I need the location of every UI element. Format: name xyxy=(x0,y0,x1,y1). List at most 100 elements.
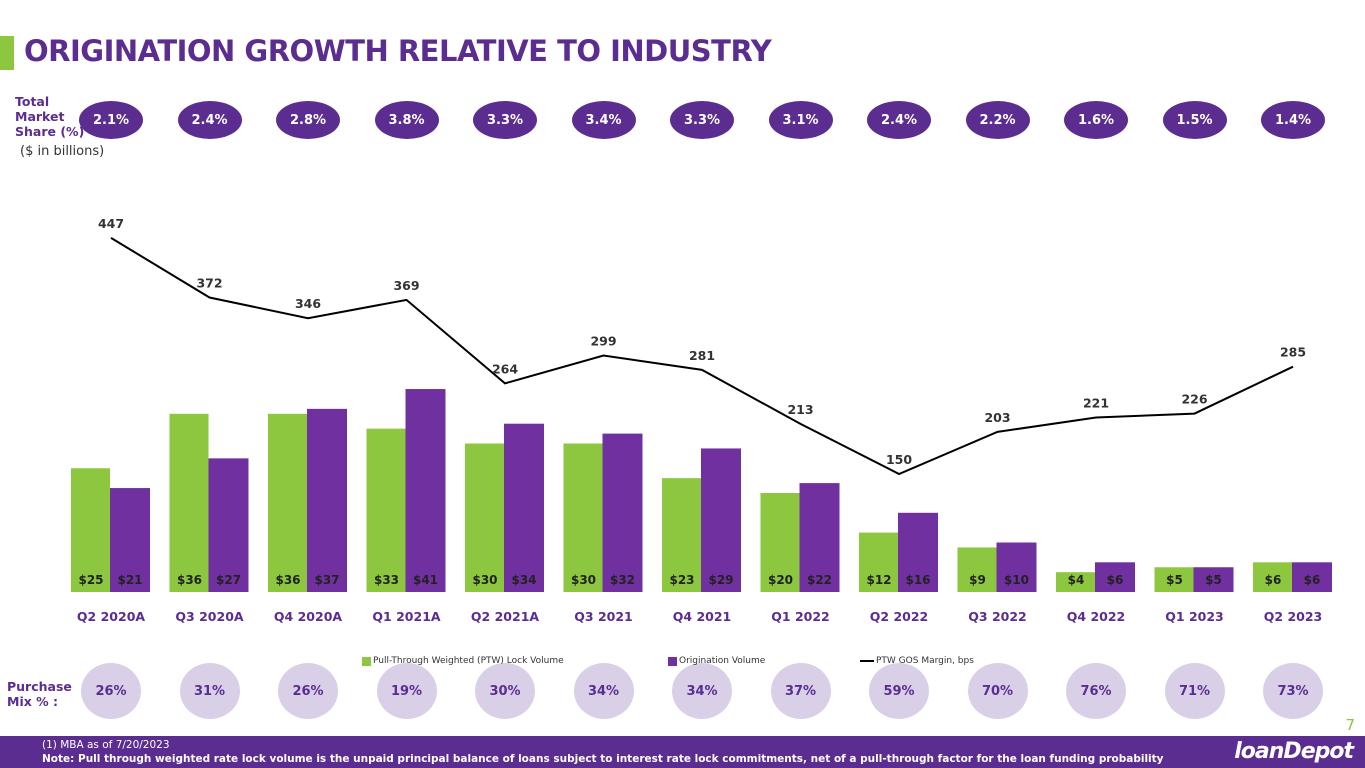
bar-label-ptw: $4 xyxy=(1068,573,1085,587)
x-tick-label: Q2 2023 xyxy=(1264,609,1322,624)
bar-label-origination: $10 xyxy=(1004,573,1029,587)
x-tick-label: Q1 2022 xyxy=(771,609,829,624)
bar-ptw-lock xyxy=(662,478,701,592)
bar-ptw-lock xyxy=(71,468,110,592)
bar-label-ptw: $25 xyxy=(78,573,103,587)
purchase-mix-bubble: 59% xyxy=(869,663,929,719)
bar-origination xyxy=(996,542,1037,592)
x-tick-label: Q4 2021 xyxy=(673,609,731,624)
bar-label-origination: $32 xyxy=(610,573,635,587)
bar-label-ptw: $33 xyxy=(374,573,399,587)
purchase-mix-bubble: 34% xyxy=(573,663,634,719)
bar-origination xyxy=(405,389,446,592)
margin-label: 372 xyxy=(196,276,222,291)
legend-swatch-purple xyxy=(668,656,677,666)
market-share-bubble: 3.3% xyxy=(670,101,734,139)
page-number: 7 xyxy=(1345,716,1355,734)
footer: (1) MBA as of 7/20/2023 Note: Pull throu… xyxy=(0,736,1365,768)
market-share-bubble: 2.4% xyxy=(177,101,242,139)
bar-ptw-lock xyxy=(1253,562,1292,592)
bar-origination xyxy=(898,512,938,592)
x-tick-label: Q3 2021 xyxy=(574,609,632,624)
margin-label: 299 xyxy=(590,334,616,349)
legend-line xyxy=(860,660,874,662)
bar-label-origination: $34 xyxy=(511,573,536,587)
market-share-bubble: 1.4% xyxy=(1261,101,1325,139)
bar-label-origination: $5 xyxy=(1205,573,1222,587)
margin-label: 221 xyxy=(1083,396,1109,411)
bar-label-origination: $6 xyxy=(1107,573,1124,587)
x-tick-label: Q4 2022 xyxy=(1067,609,1125,624)
market-share-bubble: 2.4% xyxy=(867,101,931,139)
margin-line xyxy=(110,237,1294,476)
purchase-mix-label: Purchase Mix % : xyxy=(7,679,72,709)
market-share-bubble: 3.1% xyxy=(768,101,833,139)
x-tick-label: Q1 2023 xyxy=(1165,609,1223,624)
bar-label-origination: $37 xyxy=(314,573,339,587)
x-tick-label: Q1 2021A xyxy=(372,609,440,624)
legend-swatch-green xyxy=(362,656,371,666)
margin-label: 285 xyxy=(1280,345,1306,360)
margin-label: 226 xyxy=(1181,392,1207,407)
bar-origination xyxy=(799,483,840,592)
legend-label: Pull-Through Weighted (PTW) Lock Volume xyxy=(373,656,564,666)
x-tick-label: Q3 2020A xyxy=(175,609,243,624)
market-share-bubble: 3.3% xyxy=(473,101,537,139)
market-share-bubble: 2.1% xyxy=(79,101,143,139)
margin-label: 346 xyxy=(295,296,321,311)
margin-label: 203 xyxy=(984,410,1010,425)
chart: $25 $21 Q2 2020A $36 $27 Q3 2020A $36 $37 Q4 202… xyxy=(71,216,1332,624)
bar-label-ptw: $6 xyxy=(1265,573,1282,587)
market-share-bubble: 2.2% xyxy=(965,101,1030,139)
bar-ptw-lock xyxy=(957,547,997,592)
bar-ptw-lock xyxy=(563,443,603,592)
bar-ptw-lock xyxy=(366,428,406,592)
bar-origination xyxy=(1095,562,1135,592)
market-share-label: Total Market Share (%) xyxy=(15,94,85,139)
bar-label-origination: $16 xyxy=(905,573,930,587)
purchase-mix-bubble: 31% xyxy=(179,663,240,719)
purchase-mix-bubble: 73% xyxy=(1263,663,1323,719)
bar-label-ptw: $36 xyxy=(177,573,202,587)
bar-label-origination: $6 xyxy=(1304,573,1321,587)
bar-ptw-lock xyxy=(465,443,504,592)
bar-origination xyxy=(1193,567,1234,592)
bar-origination xyxy=(208,458,249,592)
market-share-bubble: 3.4% xyxy=(571,101,636,139)
margin-label: 447 xyxy=(98,216,124,231)
logo: loanDepot xyxy=(1234,739,1354,764)
page-title: ORIGINATION GROWTH RELATIVE TO INDUSTRY xyxy=(24,34,772,68)
bar-label-origination: $27 xyxy=(216,573,241,587)
market-share-bubble: 2.8% xyxy=(276,101,340,139)
bar-label-origination: $22 xyxy=(807,573,832,587)
x-tick-label: Q2 2021A xyxy=(471,609,539,624)
units-label: ($ in billions) xyxy=(20,144,105,159)
bar-label-ptw: $23 xyxy=(669,573,694,587)
purchase-mix-bubble: 76% xyxy=(1066,663,1126,719)
legend-label: PTW GOS Margin, bps xyxy=(876,656,974,666)
market-share-bubble: 3.8% xyxy=(374,101,439,139)
bar-ptw-lock xyxy=(268,413,307,592)
margin-label: 213 xyxy=(787,402,813,417)
bar-label-ptw: $5 xyxy=(1166,573,1183,587)
margin-label: 150 xyxy=(886,452,912,467)
bar-label-origination: $21 xyxy=(117,573,142,587)
footnote-note: Note: Pull through weighted rate lock vo… xyxy=(42,753,1164,765)
bar-origination xyxy=(701,448,741,592)
x-tick-label: Q3 2022 xyxy=(968,609,1026,624)
bar-origination xyxy=(110,488,150,592)
legend-ptw: Pull-Through Weighted (PTW) Lock Volume xyxy=(362,656,564,666)
bar-origination xyxy=(1292,562,1332,592)
bar-label-ptw: $30 xyxy=(472,573,497,587)
bar-origination xyxy=(307,408,347,592)
bar-label-origination: $41 xyxy=(413,573,438,587)
x-tick-label: Q2 2022 xyxy=(870,609,928,624)
purchase-mix-bubble: 19% xyxy=(376,663,437,719)
bar-ptw-lock xyxy=(169,413,209,592)
footnote-1: (1) MBA as of 7/20/2023 xyxy=(42,739,170,751)
title-accent-bar xyxy=(0,36,14,70)
legend-origination: Origination Volume xyxy=(668,656,765,666)
purchase-mix-bubble: 30% xyxy=(475,663,535,719)
purchase-mix-bubble: 71% xyxy=(1164,663,1225,719)
x-tick-label: Q4 2020A xyxy=(274,609,342,624)
